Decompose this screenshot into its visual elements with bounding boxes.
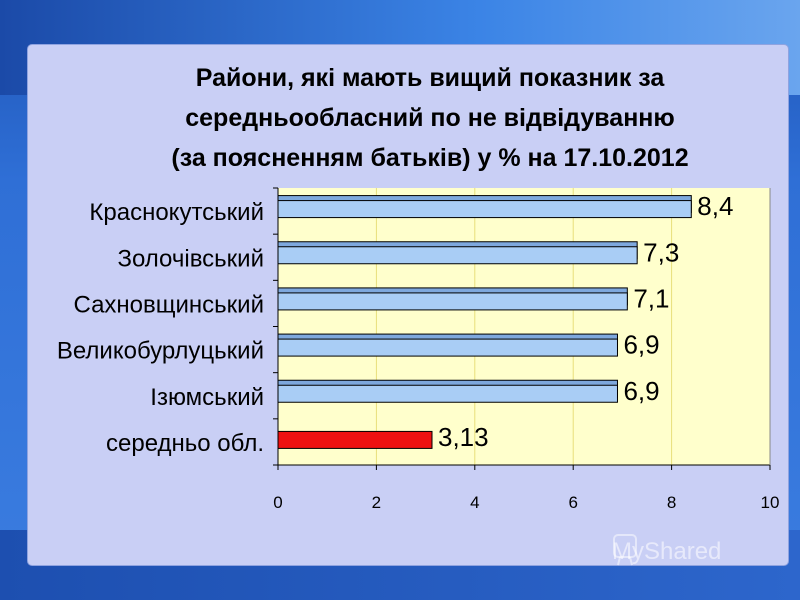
x-tick-label: 6 (568, 493, 577, 512)
bar (277, 292, 628, 311)
bar (277, 338, 618, 357)
chart-title: Райони, які мають вищий показник за сере… (120, 58, 740, 178)
x-tick-label: 0 (273, 493, 282, 512)
bar-average (277, 430, 433, 449)
category-label: Сахновщинський (73, 291, 264, 318)
data-label: 6,9 (623, 376, 659, 406)
plot-area (278, 188, 770, 465)
data-label: 6,9 (623, 330, 659, 360)
bar (277, 200, 692, 219)
data-label: 3,13 (438, 422, 489, 452)
data-label: 8,4 (697, 191, 733, 221)
category-label: Ізюмський (150, 384, 264, 411)
myshared-logo-icon (613, 534, 637, 566)
category-label: середньо обл. (106, 430, 264, 457)
x-tick-label: 2 (372, 493, 381, 512)
bar (277, 246, 638, 265)
data-label: 7,3 (643, 237, 679, 267)
x-tick-label: 10 (761, 493, 780, 512)
category-label: Золочівський (117, 245, 264, 272)
category-label: Великобурлуцький (57, 338, 264, 365)
watermark-text: MyShared (612, 538, 722, 565)
bar (277, 384, 618, 403)
x-tick-label: 8 (667, 493, 676, 512)
title-line-3: (за поясненням батьків) у % на 17.10.201… (171, 144, 689, 172)
x-tick-label: 4 (470, 493, 479, 512)
category-label: Краснокутський (89, 199, 264, 226)
title-line-1: Райони, які мають вищий показник за (195, 64, 665, 92)
data-label: 7,1 (633, 283, 669, 313)
title-line-2: середньообласний по не відвідуванню (185, 104, 675, 132)
